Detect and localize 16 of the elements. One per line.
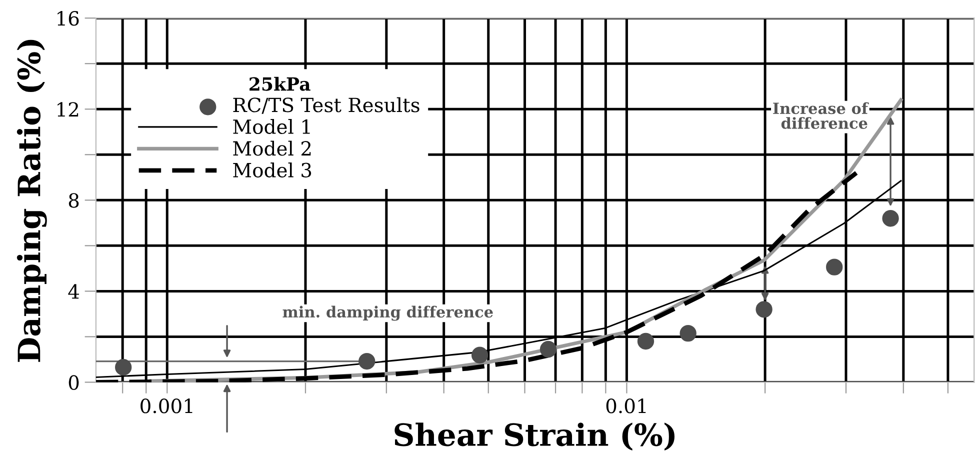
y-tick-label: 4 bbox=[68, 284, 79, 299]
y-tick-label: 16 bbox=[58, 11, 79, 26]
y-tick-label: 0 bbox=[68, 375, 79, 390]
annotation: min. damping difference bbox=[282, 306, 493, 321]
legend-label: Model 1 bbox=[233, 118, 310, 134]
y-axis-title: Damping Ratio (%) bbox=[16, 40, 47, 362]
annotation: Increase of difference bbox=[773, 102, 869, 129]
y-tick-label: 12 bbox=[58, 102, 78, 117]
legend-label: RC/TS Test Results bbox=[233, 97, 420, 114]
x-tick-label: 0.001 bbox=[140, 398, 192, 414]
legend-label: Model 2 bbox=[233, 140, 311, 156]
x-tick-label: 0.01 bbox=[606, 398, 646, 414]
legend-title: 25kPa bbox=[250, 76, 310, 91]
legend-label: Model 3 bbox=[233, 162, 312, 178]
x-axis-title: Shear Strain (%) bbox=[394, 422, 674, 451]
y-tick-label: 8 bbox=[68, 193, 79, 208]
